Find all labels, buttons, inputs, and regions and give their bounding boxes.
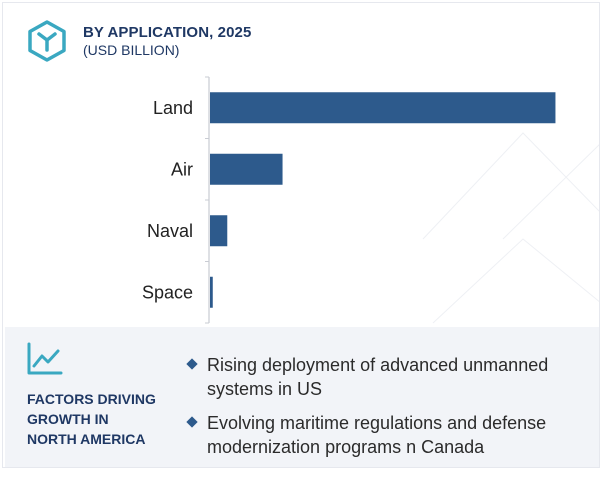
chart-card: BY APPLICATION, 2025 (USD BILLION) Land A… <box>2 2 600 468</box>
factor-text: Rising deployment of advanced unmanned s… <box>207 355 549 399</box>
factors-heading: FACTORS DRIVING GROWTH IN NORTH AMERICA <box>27 389 177 449</box>
factor-text: Evolving maritime regulations and defens… <box>207 413 547 457</box>
category-labels: Land Air Naval Space <box>142 98 193 303</box>
bar-land <box>210 92 556 124</box>
bar-naval <box>210 215 228 247</box>
chart-subtitle: (USD BILLION) <box>83 42 180 58</box>
factors-heading-line: FACTORS DRIVING <box>27 391 156 407</box>
category-label-land: Land <box>153 98 193 118</box>
factors-heading-line: NORTH AMERICA <box>27 431 146 447</box>
bar-chart: Land Air Naval Space <box>142 76 556 324</box>
trend-up-chart-icon <box>25 341 65 377</box>
category-label-naval: Naval <box>147 221 193 241</box>
bars <box>210 92 556 308</box>
category-label-space: Space <box>142 282 193 302</box>
factors-panel: FACTORS DRIVING GROWTH IN NORTH AMERICA … <box>5 327 599 467</box>
bar-air <box>210 153 283 185</box>
hexagon-logo-icon <box>25 19 69 63</box>
background-decoration <box>422 132 599 324</box>
chart-title: BY APPLICATION, 2025 <box>83 24 252 41</box>
factors-list: Rising deployment of advanced unmanned s… <box>185 353 585 467</box>
factor-item: Rising deployment of advanced unmanned s… <box>185 353 585 401</box>
factor-item: Evolving maritime regulations and defens… <box>185 411 585 459</box>
bar-space <box>210 276 213 308</box>
y-axis <box>205 76 210 324</box>
diamond-bullet-icon <box>186 416 198 428</box>
factors-heading-line: GROWTH IN <box>27 411 109 427</box>
category-label-air: Air <box>171 159 193 179</box>
diamond-bullet-icon <box>186 358 198 370</box>
